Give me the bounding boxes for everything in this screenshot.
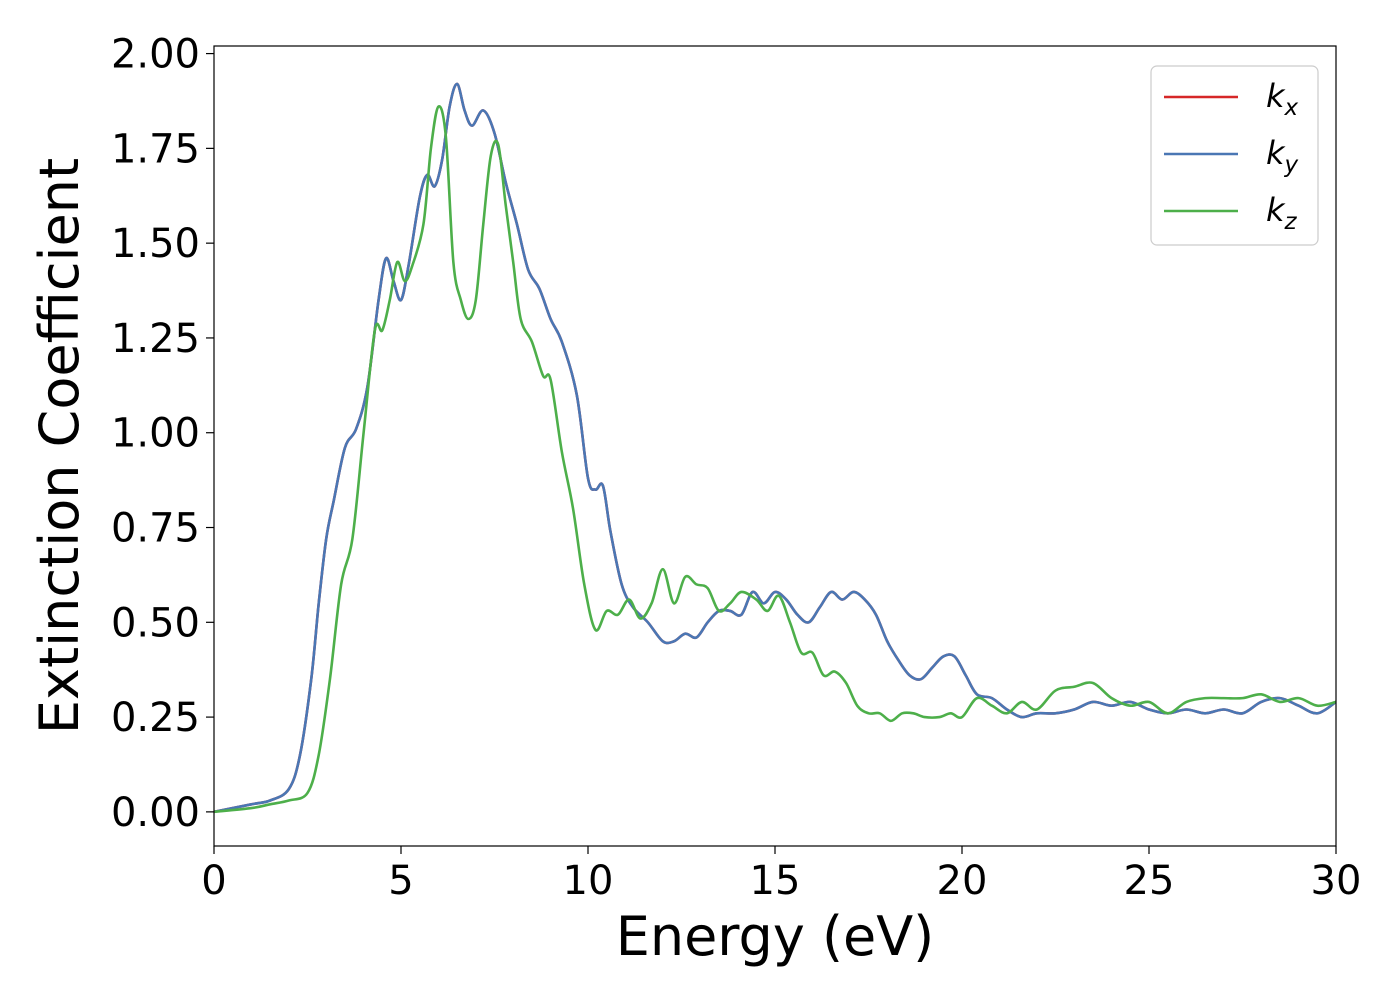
x-tick-label: 10 <box>563 858 614 904</box>
y-tick-label: 0.25 <box>111 695 200 741</box>
legend-label-base: k <box>1266 191 1286 229</box>
x-tick-label: 0 <box>201 858 226 904</box>
y-axis-title: Extinction Coefficient <box>28 158 91 734</box>
legend-label-subscript: z <box>1284 209 1298 235</box>
y-tick-label: 1.25 <box>111 316 200 362</box>
y-tick-label: 0.50 <box>111 600 200 646</box>
y-tick-label: 1.50 <box>111 221 200 267</box>
x-axis: 0 5 10 15 20 25 30 <box>201 846 1361 904</box>
legend-label-y: ky <box>1266 134 1299 178</box>
x-tick-label: 5 <box>388 858 413 904</box>
y-tick-label: 0.75 <box>111 506 200 552</box>
y-tick-label: 2.00 <box>111 32 200 78</box>
y-axis: 0.00 0.25 0.50 0.75 1.00 1.25 1.50 1.75 2.00 <box>111 32 214 836</box>
legend-frame <box>1150 65 1319 246</box>
x-tick-label: 15 <box>750 858 801 904</box>
legend-label-subscript: x <box>1284 95 1299 121</box>
legend-label-subscript: y <box>1284 152 1299 178</box>
x-tick-label: 25 <box>1124 858 1175 904</box>
series-line-y <box>214 82 1336 814</box>
y-tick-label: 1.00 <box>111 411 200 457</box>
legend-label-z: kz <box>1266 191 1298 235</box>
x-tick-label: 30 <box>1311 858 1362 904</box>
legend-label-base: k <box>1266 77 1286 115</box>
legend-label-x: kx <box>1266 77 1299 121</box>
y-tick-label: 0.00 <box>111 790 200 836</box>
plot-lines <box>214 82 1336 814</box>
x-tick-label: 20 <box>937 858 988 904</box>
y-tick-label: 1.75 <box>111 126 200 172</box>
series-line-z <box>214 105 1336 814</box>
legend-label-base: k <box>1266 134 1286 172</box>
x-axis-title: Energy (eV) <box>616 905 935 968</box>
